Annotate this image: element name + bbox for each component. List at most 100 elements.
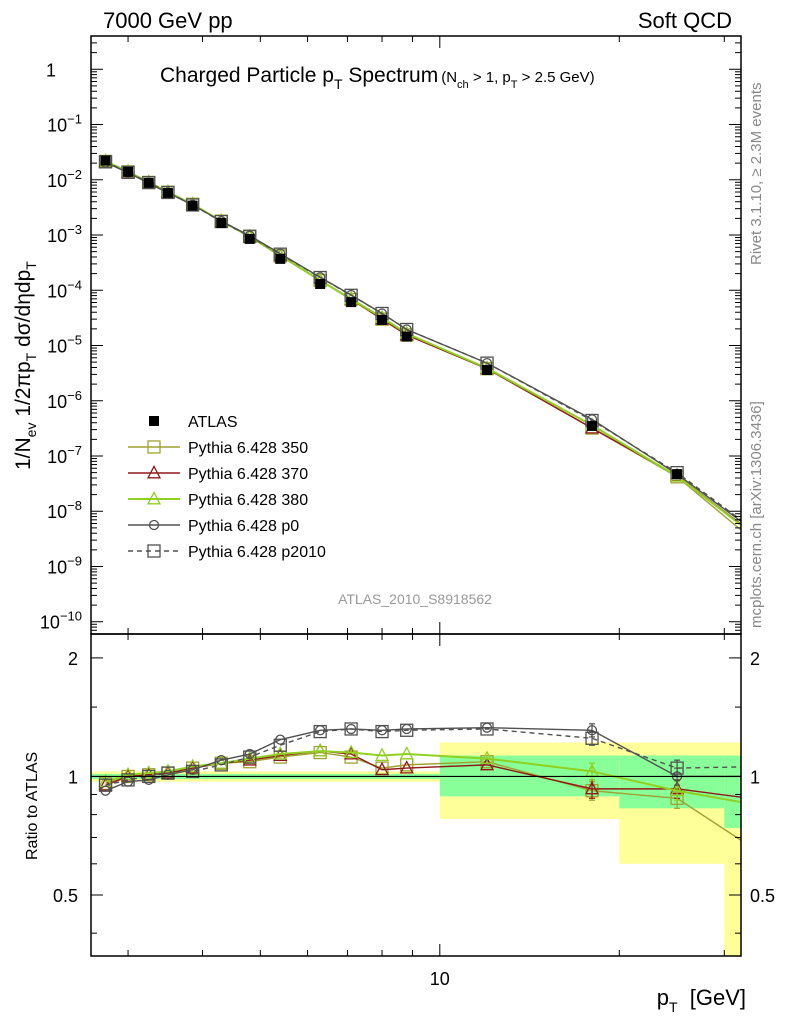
ratio-series-p2010 — [98, 722, 741, 792]
ratio-point-p2010 — [161, 766, 175, 780]
analysis-label: ATLAS_2010_S8918562 — [338, 591, 492, 607]
main-series-p380 — [98, 153, 741, 527]
x-tick-label-10: 10 — [430, 969, 450, 989]
title-cut-a: (N — [441, 69, 457, 86]
title-cut-sub1: ch — [457, 79, 469, 91]
legend-label-atlas: ATLAS — [188, 414, 238, 431]
ratio-point-p2010 — [273, 738, 287, 752]
main-point-p2010 — [186, 198, 200, 212]
main-line-p370 — [105, 160, 741, 526]
main-point-p2010 — [161, 185, 175, 200]
ratio-point-p380 — [399, 746, 414, 760]
ylabel-part-0: 1/N — [12, 437, 35, 470]
ratio-point-p380 — [313, 743, 328, 757]
main-point-atlas — [482, 365, 493, 376]
ylabel-part-4: dσ/dηdp — [12, 270, 35, 353]
ratio-y-tick-label-right: 0.5 — [750, 886, 775, 906]
main-point-atlas — [377, 314, 388, 325]
ratio-point-p350 — [313, 745, 327, 760]
ratio-y-tick-label-right: 2 — [750, 649, 760, 669]
ratio-point-p380 — [758, 800, 770, 811]
legend-marker-atlas — [149, 416, 159, 426]
main-y-tick-label: 10−7 — [47, 443, 82, 467]
main-point-atlas — [143, 177, 154, 188]
main-point-atlas — [100, 155, 111, 166]
legend-marker-p380 — [146, 491, 162, 505]
ratio-point-p2010 — [344, 722, 358, 736]
title-cut-b: > 1, p — [469, 69, 511, 86]
rivet-version-label: Rivet 3.1.10, ≥ 2.3M events — [748, 83, 765, 266]
legend-marker-p0 — [148, 519, 160, 531]
legend-entry-atlas: ATLAS — [149, 414, 238, 431]
ratio-point-p370 — [374, 761, 390, 776]
main-point-atlas — [315, 278, 326, 289]
main-point-atlas — [587, 420, 598, 431]
title-cut-c: > 2.5 GeV) — [518, 69, 595, 86]
ratio-point-p2010 — [375, 724, 389, 739]
main-y-tick-label: 10−6 — [47, 388, 82, 412]
ratio-point-p2010 — [243, 750, 257, 764]
ratio-series-p0 — [100, 722, 769, 796]
header-right: Soft QCD — [638, 8, 732, 33]
ratio-point-p0 — [760, 772, 769, 781]
ratio-point-p380 — [214, 755, 229, 769]
main-y-tick-label: 10−10 — [40, 609, 82, 633]
ratio-point-p2010 — [670, 761, 684, 775]
ratio-point-p2010 — [186, 764, 200, 779]
ratio-point-p2010 — [98, 778, 113, 792]
ratio-y-tick-label-left: 0.5 — [53, 886, 78, 906]
main-point-atlas — [244, 233, 255, 244]
main-point-atlas — [123, 166, 134, 177]
xlabel-part-2: [GeV] — [678, 985, 746, 1010]
ratio-point-p2010 — [480, 722, 494, 736]
main-line-p380 — [105, 160, 741, 527]
legend-label-p350: Pythia 6.428 350 — [188, 440, 308, 457]
legend-marker-p2010 — [147, 544, 161, 558]
ratio-point-p2010 — [313, 724, 327, 739]
main-ylabel: 1/Nev 1/2πpT dσ/dηdpT — [12, 261, 39, 470]
ratio-ylabel: Ratio to ATLAS — [24, 752, 41, 860]
main-y-tick-label: 10−8 — [47, 498, 82, 522]
ratio-point-p0 — [143, 774, 154, 786]
band-inner-3 — [724, 755, 741, 828]
main-point-atlas — [346, 297, 357, 308]
legend-label-p2010: Pythia 6.428 p2010 — [188, 544, 326, 561]
legend-entry-p370: Pythia 6.428 370 — [128, 465, 308, 483]
main-y-tick-label: 10−3 — [47, 222, 82, 246]
ratio-y-tick-label-right: 1 — [750, 767, 760, 787]
ylabel-part-1: ev — [23, 423, 39, 438]
main-plot-area — [98, 153, 741, 531]
legend-entry-p350: Pythia 6.428 350 — [128, 440, 308, 457]
main-point-atlas — [672, 469, 683, 480]
ylabel-part-3: T — [23, 352, 39, 361]
ylabel-part-5: T — [23, 261, 39, 270]
xlabel-part-1: T — [669, 999, 678, 1015]
ratio-y-tick-label-left: 2 — [68, 649, 78, 669]
legend-label-p370: Pythia 6.428 370 — [188, 466, 308, 483]
main-series-p370 — [98, 153, 741, 526]
ratio-point-p370 — [399, 760, 414, 774]
legend-entry-p0: Pythia 6.428 p0 — [128, 518, 299, 535]
legend-entry-p380: Pythia 6.428 380 — [128, 491, 308, 509]
ratio-line-p0 — [105, 726, 741, 792]
ratio-point-p380 — [374, 747, 390, 761]
ratio-point-p2010 — [121, 773, 135, 787]
ratio-series-p380 — [98, 743, 770, 811]
main-y-tick-label: 10−2 — [47, 167, 82, 191]
ratio-point-p380 — [344, 744, 359, 758]
main-point-p2010 — [121, 165, 135, 180]
main-point-atlas — [187, 200, 198, 211]
ylabel-part-2: 1/2πp — [12, 361, 35, 422]
main-point-atlas — [216, 217, 227, 228]
main-y-tick-label: 10−4 — [47, 277, 82, 301]
ratio-point-p2010 — [400, 723, 414, 737]
main-y-tick-label: 1 — [46, 60, 56, 80]
ratio-line-p380 — [105, 750, 741, 804]
legend-label-p0: Pythia 6.428 p0 — [188, 518, 299, 535]
ratio-point-p370 — [758, 794, 770, 805]
legend: ATLAS Pythia 6.428 350 Pythia 6.428 370 Pyt… — [128, 414, 326, 561]
ratio-point-p0 — [244, 748, 255, 760]
ratio-frame — [90, 633, 742, 957]
legend-label-p380: Pythia 6.428 380 — [188, 492, 308, 509]
